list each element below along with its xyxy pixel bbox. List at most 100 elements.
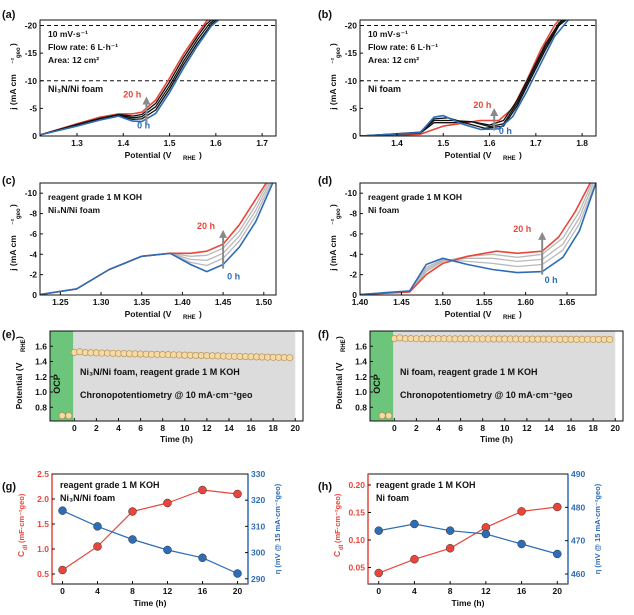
panel-h-series-1-point [553,549,562,559]
panel-g-ytick-label: 330 [251,469,265,479]
panel-a-xtick-label: 1.7 [256,138,268,148]
panel-g-series-1-point [93,522,102,531]
panel-d-xtick-label: 1.55 [476,297,493,307]
panel-b-xlabel: Potential (V [445,150,492,160]
panel-b-note: 10 mV·s⁻¹ [368,29,408,39]
panel-a-ytick-label: -20 [25,21,38,31]
panel-g-ytick-label: 290 [251,574,265,584]
panel-g-ylabel-left-rest: (mF·cm⁻²geo) [17,493,26,543]
panel-f-xtick-label: 4 [436,423,441,433]
panel-d-label-20h: 20 h [513,224,531,234]
panel-a-note: 10 mV·s⁻¹ [48,29,88,39]
panel-a-series-4 [40,20,220,136]
panel-g-series-0-point [128,507,137,516]
panel-h-ytick-label: 480 [571,502,585,512]
panel-e-xtick-label: 16 [246,423,256,433]
panel-e-xtick-label: 20 [291,423,301,433]
panel-c-ytick-label: -2 [29,270,37,280]
panel-d-label-0h: 0 h [545,275,558,285]
panel-b-note: Flow rate: 6 L·h⁻¹ [368,42,438,52]
panel-a-trend-arrowhead [142,96,151,105]
panel-d-ylabel-geo: geo [336,208,342,219]
panel-a-ytick-label: -10 [25,76,38,86]
panel-d-xlabel: Potential (V [445,309,492,319]
panel-g-series-1-point [233,569,242,578]
panel-g-xtick-label: 12 [163,586,173,596]
panel-b-xtick-label: 1.4 [391,138,403,148]
panel-e-ytick-label: 1.0 [35,387,47,397]
panel-d-xlabel-sub: RHE [503,315,516,321]
panel-g-ytick-label: 2.5 [37,469,49,479]
panel-h-ylabel-left-sub: dl [339,544,345,550]
panel-b-letter: (b) [318,9,332,21]
panel-a: (a) 1.3 1.4 1.5 1.6 1.7 0 -5 -10 -15 -20 Potential … [2,9,277,162]
panel-d-note: Ni foam [368,205,400,215]
panel-h-ylabel-right: η (mV @ 15 mA·cm⁻²geo) [593,483,602,574]
panel-h-series-0-point [445,544,455,553]
panel-c-label-0h: 0 h [227,272,240,282]
panel-h-ytick-label: 0.05 [348,563,365,573]
panel-d-xtick-label: 1.40 [352,297,369,307]
panel-f-xtick-label: 18 [588,423,598,433]
panel-a-plot-area [40,20,276,136]
panel-b: (b) 1.4 1.5 1.6 1.7 1.8 0 -5 -10 -15 -20 Potential … [318,9,597,162]
panel-f-data-point [606,335,614,343]
panel-g-ytick-label: 1.5 [37,519,49,529]
panel-c-ytick-label: -8 [29,209,37,219]
panel-h-ylabel-left-rest: (mF·cm⁻²geo) [333,493,342,543]
panel-b-ylabel-geo: geo [336,47,342,58]
panel-b-label-20h: 20 h [473,100,491,110]
panel-h-xtick-label: 4 [412,586,417,596]
panel-d-plot-area [360,183,596,295]
panel-a-letter: (a) [2,9,16,21]
panel-h-xtick-label: 0 [376,586,381,596]
panel-g-series-0-point [198,485,207,495]
panel-g-series-0-point [163,498,172,508]
panel-c-plot-area [40,183,274,295]
panel-h-ytick-label: 490 [571,469,585,479]
panel-f-shaded-region [393,331,616,421]
panel-f-xtick-label: 12 [522,423,532,433]
panel-e-ocp-point [58,412,66,420]
panel-h-xtick-label: 20 [553,586,563,596]
panel-f-ocp-point [378,412,386,420]
panel-g-series-1-point [128,535,137,544]
panel-a-xlabel-sub: RHE [183,156,196,162]
panel-f-xtick-label: 20 [611,423,621,433]
panel-e-xtick-label: 8 [160,423,165,433]
panel-f: (f) OCP 0 2 4 6 8 10 12 14 16 18 20 0.8 1.0 1.2 1.4 1.6 Ti… [318,329,624,444]
panel-b-series-2 [360,20,566,136]
panel-f-xtick-label: 16 [566,423,576,433]
panel-c-ytick-label: -4 [29,249,37,259]
panel-a-ytick-label: -15 [25,48,38,58]
panel-a-xlabel-close: ) [199,150,202,160]
panel-d: (d) 1.40 1.45 1.50 1.55 1.60 1.65 0 -2 -4 -6 -8 -10 P… [318,175,597,321]
panel-h-ytick-label: 0.15 [348,508,365,518]
panel-e-ylabel: Potential (V [14,362,24,409]
panel-c-xtick-label: 1.35 [133,297,150,307]
panel-h-xtick-label: 16 [517,586,527,596]
panel-d-xlabel-close: ) [519,309,522,319]
panel-g: (g) 0 4 8 12 16 20 0.5 1.0 1.5 2.0 2.5 290 300 310 320 3… [2,469,282,608]
panel-g-series-0-point [58,565,67,575]
panel-b-ytick-label: -20 [345,21,358,31]
panel-e-xtick-label: 0 [72,423,77,433]
panel-h-letter: (h) [318,481,332,493]
panel-g-xtick-label: 4 [95,586,100,596]
panel-g-ytick-label: 1.0 [37,544,49,554]
panel-f-xtick-label: 2 [414,423,419,433]
panel-g-series-0-point [233,489,242,499]
panel-h-series-1 [378,523,558,555]
panel-f-note: Chronopotentiometry @ 10 mA·cm⁻²geo [400,390,573,400]
panel-f-xtick-label: 14 [544,423,554,433]
panel-c-xtick-label: 1.50 [256,297,273,307]
panel-f-ytick-label: 0.8 [355,402,367,412]
panel-g-ylabel-right: η (mV @ 15 mA·cm⁻²geo) [273,483,282,574]
panel-f-note: Ni foam, reagent grade 1 M KOH [400,367,538,377]
panel-d-xtick-label: 1.60 [517,297,534,307]
panel-b-xtick-label: 1.6 [484,138,496,148]
panel-b-trend-arrowhead [490,108,499,117]
panel-f-ytick-label: 1.2 [355,372,367,382]
panel-h-series-0-point [410,555,419,564]
